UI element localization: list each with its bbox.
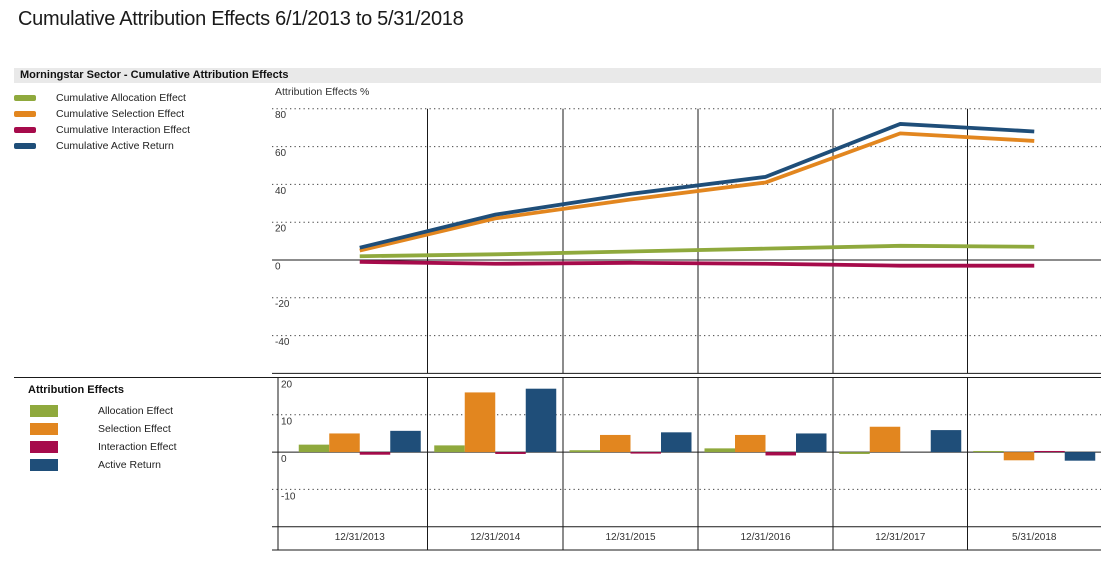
legend-item-label: Selection Effect bbox=[98, 423, 171, 435]
bar-allocation-effect-12-31-2016 bbox=[704, 448, 735, 453]
y-tick-label: 10 bbox=[281, 417, 293, 428]
y-tick-label: -20 bbox=[275, 299, 290, 310]
x-axis-label: 12/31/2013 bbox=[335, 532, 385, 543]
cumulative-chart-legend: Cumulative Allocation Effect Cumulative … bbox=[14, 90, 190, 154]
cumulative-chart: 80 60 40 20 0 -20 -40 bbox=[272, 108, 1101, 374]
legend-item-label: Cumulative Interaction Effect bbox=[56, 124, 191, 136]
bar-interaction-effect-12-31-2016 bbox=[765, 452, 796, 456]
bar-allocation-effect-12-31-2013 bbox=[298, 444, 330, 453]
legend-swatch-icon bbox=[30, 423, 58, 435]
x-axis-label: 12/31/2014 bbox=[470, 532, 520, 543]
bar-chart: 20 10 0 -10 12/31/2013 12/31/2014 12/31/2015 12… bbox=[14, 377, 1101, 551]
bar-active-return-12-31-2015 bbox=[661, 432, 692, 453]
bar-active-return-5-31-2018 bbox=[1064, 452, 1096, 461]
y-axis-title: Attribution Effects % bbox=[275, 86, 370, 98]
legend-item-label: Interaction Effect bbox=[98, 441, 177, 453]
legend-item-cumulative-selection: Cumulative Selection Effect bbox=[14, 106, 190, 122]
bar-selection-effect-12-31-2015 bbox=[600, 434, 631, 453]
bar-selection-effect-5-31-2018 bbox=[1003, 452, 1035, 461]
bar-chart-legend: Allocation Effect Selection Effect Inter… bbox=[30, 402, 177, 474]
legend-item-interaction: Interaction Effect bbox=[30, 438, 177, 456]
y-tick-label: 40 bbox=[275, 186, 287, 197]
x-axis-label: 12/31/2017 bbox=[875, 532, 925, 543]
legend-swatch-icon bbox=[14, 143, 36, 149]
legend-item-label: Allocation Effect bbox=[98, 405, 174, 417]
legend-swatch-icon bbox=[14, 95, 36, 101]
y-tick-label: 20 bbox=[281, 379, 293, 390]
y-tick-label: 80 bbox=[275, 110, 287, 121]
legend-item-cumulative-allocation: Cumulative Allocation Effect bbox=[14, 90, 190, 106]
x-axis-label: 5/31/2018 bbox=[1012, 532, 1057, 543]
bar-allocation-effect-12-31-2017 bbox=[839, 452, 870, 454]
bar-interaction-effect-12-31-2013 bbox=[359, 452, 391, 455]
line-cumulative-allocation-effect bbox=[359, 243, 1035, 259]
x-axis-label: 12/31/2015 bbox=[605, 532, 655, 543]
section-header: Morningstar Sector - Cumulative Attribut… bbox=[14, 68, 1101, 83]
line-cumulative-selection-effect bbox=[359, 131, 1035, 253]
line-cumulative-active-return bbox=[359, 121, 1035, 250]
legend-swatch-icon bbox=[30, 405, 58, 417]
bar-interaction-effect-12-31-2015 bbox=[630, 452, 661, 454]
bar-interaction-effect-5-31-2018 bbox=[1034, 450, 1065, 453]
bar-active-return-12-31-2017 bbox=[930, 430, 962, 453]
section-header-label: Morningstar Sector - Cumulative Attribut… bbox=[20, 69, 289, 81]
bar-allocation-effect-12-31-2015 bbox=[569, 450, 600, 453]
legend-item-label: Cumulative Active Return bbox=[56, 140, 174, 152]
y-tick-label: -10 bbox=[281, 491, 296, 502]
bar-selection-effect-12-31-2013 bbox=[329, 433, 360, 453]
bar-active-return-12-31-2013 bbox=[390, 430, 421, 453]
legend-item-cumulative-interaction: Cumulative Interaction Effect bbox=[14, 122, 190, 138]
legend-item-active-return: Active Return bbox=[30, 456, 177, 474]
legend-item-label: Cumulative Selection Effect bbox=[56, 108, 185, 120]
bar-chart-legend-header: Attribution Effects bbox=[28, 384, 124, 396]
bar-selection-effect-12-31-2016 bbox=[735, 434, 766, 453]
legend-swatch-icon bbox=[14, 127, 36, 133]
y-tick-label: 20 bbox=[275, 224, 287, 235]
x-axis-label: 12/31/2016 bbox=[740, 532, 790, 543]
bar-allocation-effect-5-31-2018 bbox=[973, 450, 1004, 453]
legend-item-label: Cumulative Allocation Effect bbox=[56, 92, 186, 104]
y-tick-label: 0 bbox=[281, 454, 287, 465]
legend-swatch-icon bbox=[14, 111, 36, 117]
legend-item-allocation: Allocation Effect bbox=[30, 402, 177, 420]
bar-selection-effect-12-31-2017 bbox=[869, 426, 901, 453]
bar-active-return-12-31-2016 bbox=[796, 433, 827, 453]
y-tick-label: -40 bbox=[275, 337, 290, 348]
legend-item-selection: Selection Effect bbox=[30, 420, 177, 438]
legend-swatch-icon bbox=[30, 441, 58, 453]
y-tick-label: 0 bbox=[275, 261, 281, 272]
legend-item-cumulative-active-return: Cumulative Active Return bbox=[14, 138, 190, 154]
line-cumulative-interaction-effect bbox=[359, 259, 1035, 268]
legend-swatch-icon bbox=[30, 459, 58, 471]
bar-interaction-effect-12-31-2014 bbox=[495, 452, 526, 454]
bar-active-return-12-31-2014 bbox=[525, 388, 557, 453]
page-title: Cumulative Attribution Effects 6/1/2013 … bbox=[18, 8, 464, 30]
bar-selection-effect-12-31-2014 bbox=[464, 392, 496, 453]
y-tick-label: 60 bbox=[275, 148, 287, 159]
bar-allocation-effect-12-31-2014 bbox=[434, 445, 465, 453]
legend-item-label: Active Return bbox=[98, 459, 162, 471]
